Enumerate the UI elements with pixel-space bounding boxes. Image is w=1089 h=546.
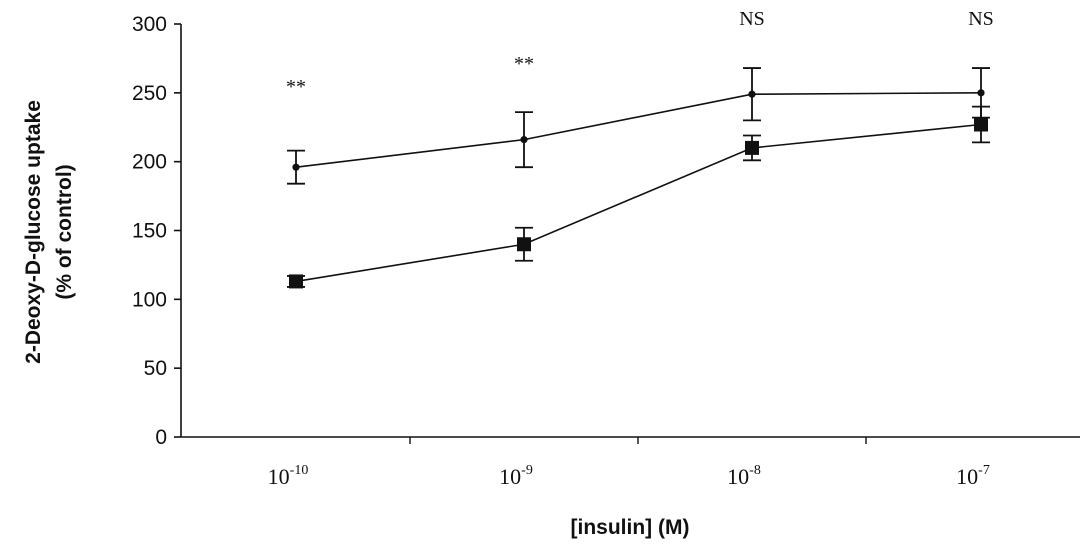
x-tick-exponent: -9: [521, 463, 533, 478]
data-point-square: [745, 140, 759, 155]
y-tick-label: 150: [132, 220, 167, 243]
series-1: [287, 67, 990, 185]
x-tick-base: 10: [268, 464, 290, 489]
y-tick-label: 0: [155, 426, 167, 449]
series-line: [295, 92, 982, 168]
y-tick-label: 50: [144, 357, 167, 380]
y-tick-label: 200: [132, 151, 167, 174]
y-tick-label: 300: [132, 13, 167, 36]
data-point-square: [517, 237, 531, 252]
x-tick-base: 10: [956, 464, 978, 489]
y-tick-label: 100: [132, 288, 167, 311]
x-axis-label: [insulin] (M): [571, 516, 690, 539]
x-tick-exponent: -8: [749, 463, 761, 478]
x-tick-base: 10: [727, 464, 749, 489]
x-tick-label: 10-10: [268, 463, 309, 489]
x-tick-label: 10-7: [956, 463, 990, 489]
significance-label: **: [286, 76, 306, 98]
significance-label: **: [514, 53, 534, 75]
series-line: [295, 123, 982, 283]
series-layer: [287, 67, 990, 289]
data-point-square: [974, 117, 988, 132]
data-point-square: [289, 274, 303, 289]
x-axis: 10-10 10-9 10-8 10-7: [181, 436, 1080, 489]
x-tick-exponent: -10: [290, 463, 309, 478]
annotations: ** ** NS NS: [286, 8, 994, 98]
x-tick-label: 10-8: [727, 463, 761, 489]
y-axis-label-line1: 2-Deoxy-D-glucose uptake: [22, 100, 45, 364]
data-point-circle: [748, 90, 756, 98]
significance-label: NS: [739, 8, 765, 30]
y-axis: 0 50 100 150 200 250 300: [132, 13, 182, 449]
data-point-circle: [520, 136, 528, 144]
y-tick-label: 250: [132, 82, 167, 105]
series-2: [287, 105, 990, 289]
y-axis-label-line2: (% of control): [53, 164, 76, 299]
data-point-circle: [292, 163, 300, 171]
x-tick-label: 10-9: [499, 463, 533, 489]
x-tick-base: 10: [499, 464, 521, 489]
x-tick-exponent: -7: [978, 463, 990, 478]
data-point-circle: [977, 89, 985, 97]
significance-label: NS: [968, 8, 994, 30]
